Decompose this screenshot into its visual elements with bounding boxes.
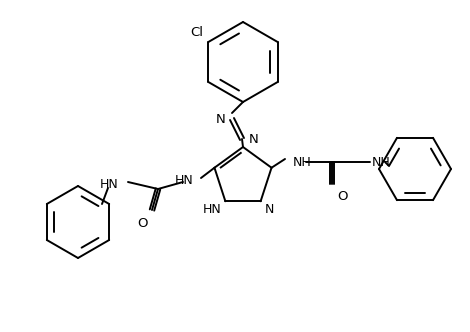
Text: N: N — [249, 132, 259, 145]
Text: Cl: Cl — [190, 26, 204, 39]
Text: O: O — [337, 190, 347, 203]
Text: N: N — [265, 203, 274, 216]
Text: HN: HN — [203, 203, 221, 216]
Text: NH: NH — [372, 155, 391, 169]
Text: N: N — [215, 113, 225, 125]
Text: HN: HN — [99, 178, 118, 191]
Text: O: O — [138, 217, 148, 230]
Text: HN: HN — [174, 174, 193, 187]
Text: NH: NH — [293, 155, 312, 169]
